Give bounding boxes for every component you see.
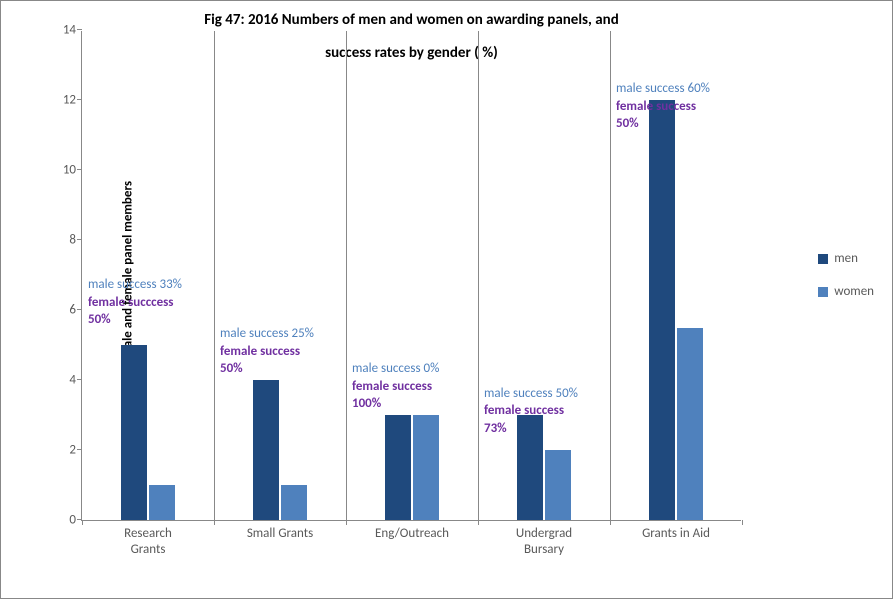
annotation-male: male success 25%: [220, 325, 314, 343]
chart-container: Fig 47: 2016 Numbers of men and women on…: [0, 0, 893, 599]
y-tick-label: 8: [69, 233, 76, 248]
bar-men: [253, 380, 279, 520]
annotation: male success 50%female success73%: [484, 385, 578, 438]
legend-swatch-men: [818, 254, 828, 264]
annotation-male: male success 33%: [88, 276, 182, 294]
bar-men: [649, 100, 675, 520]
legend-item-women: women: [818, 284, 874, 299]
annotation-male: male success 0%: [352, 360, 439, 378]
annotation-female: female success100%: [352, 378, 439, 413]
annotation: male success 33%female succcess50%: [88, 276, 182, 329]
legend-label-women: women: [834, 284, 874, 299]
legend: men women: [818, 251, 874, 317]
y-tick-label: 6: [69, 303, 76, 318]
y-tick-label: 4: [69, 373, 76, 388]
y-tick-label: 14: [63, 23, 76, 38]
legend-item-men: men: [818, 251, 874, 266]
annotation: male success 0%female success100%: [352, 360, 439, 413]
x-tick-label: ResearchGrants: [82, 526, 214, 557]
annotation-female: female success50%: [220, 343, 314, 378]
y-tick-label: 0: [69, 513, 76, 528]
bar-women: [545, 450, 571, 520]
x-tick-label: Small Grants: [214, 526, 346, 542]
annotation-female: female success50%: [616, 98, 710, 133]
bar-women: [413, 415, 439, 520]
chart-title-line1: Fig 47: 2016 Numbers of men and women on…: [71, 9, 752, 32]
annotation-male: male success 50%: [484, 385, 578, 403]
x-tick-label: Eng/Outreach: [346, 526, 478, 542]
annotation-female: female succcess50%: [88, 294, 182, 329]
annotation: male success 60%female success50%: [616, 80, 710, 133]
legend-swatch-women: [818, 287, 828, 297]
y-tick-label: 2: [69, 443, 76, 458]
bar-men: [385, 415, 411, 520]
y-tick-label: 10: [63, 163, 76, 178]
bar-women: [677, 328, 703, 521]
annotation: male success 25%female success50%: [220, 325, 314, 378]
plot-area: 02468101214ResearchGrantsSmall GrantsEng…: [81, 31, 741, 521]
x-tick-label: UndergradBursary: [478, 526, 610, 557]
legend-label-men: men: [834, 251, 858, 266]
annotation-female: female success73%: [484, 402, 578, 437]
bar-women: [149, 485, 175, 520]
bar-men: [121, 345, 147, 520]
y-tick-label: 12: [63, 93, 76, 108]
annotation-male: male success 60%: [616, 80, 710, 98]
x-tick-label: Grants in Aid: [610, 526, 742, 542]
bar-women: [281, 485, 307, 520]
